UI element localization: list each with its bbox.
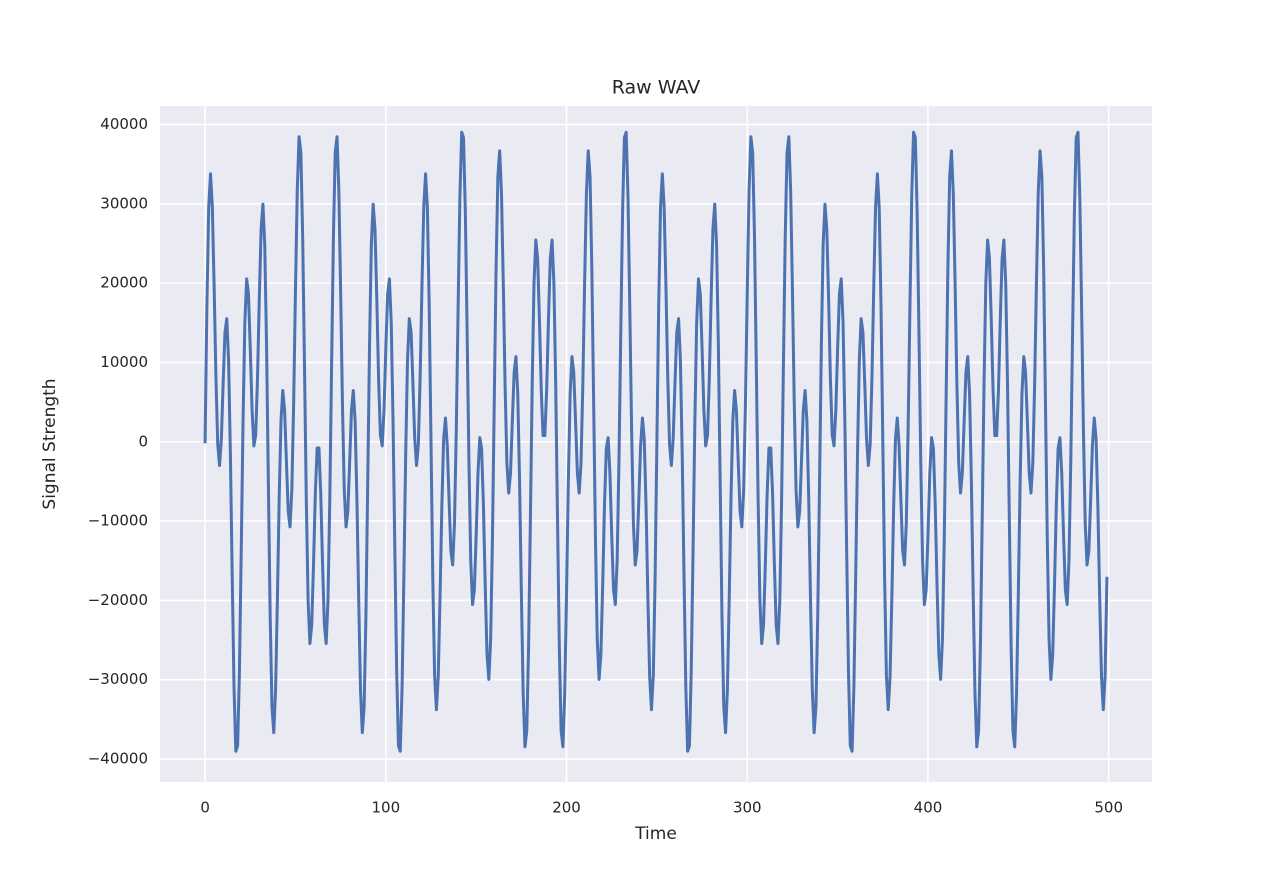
y-tick-label: 0 <box>138 432 148 450</box>
signal-line <box>203 130 1109 753</box>
x-tick-label: 0 <box>200 799 210 817</box>
x-tick-label: 100 <box>371 799 400 817</box>
y-tick-label: 10000 <box>100 353 148 371</box>
x-axis-label: Time <box>634 824 677 844</box>
x-tick-label: 400 <box>914 799 943 817</box>
y-tick-label: 20000 <box>100 274 148 292</box>
y-tick-label: 30000 <box>100 194 148 212</box>
x-tick-label: 200 <box>552 799 581 817</box>
y-tick-label: 40000 <box>100 115 148 133</box>
y-tick-label: −20000 <box>88 591 148 609</box>
x-tick-label: 300 <box>733 799 762 817</box>
chart-title: Raw WAV <box>612 77 701 99</box>
y-tick-label: −10000 <box>88 512 148 530</box>
x-tick-label: 500 <box>1094 799 1123 817</box>
y-axis-label: Signal Strength <box>40 378 60 509</box>
y-tick-label: −30000 <box>88 670 148 688</box>
y-tick-label: −40000 <box>88 750 148 768</box>
